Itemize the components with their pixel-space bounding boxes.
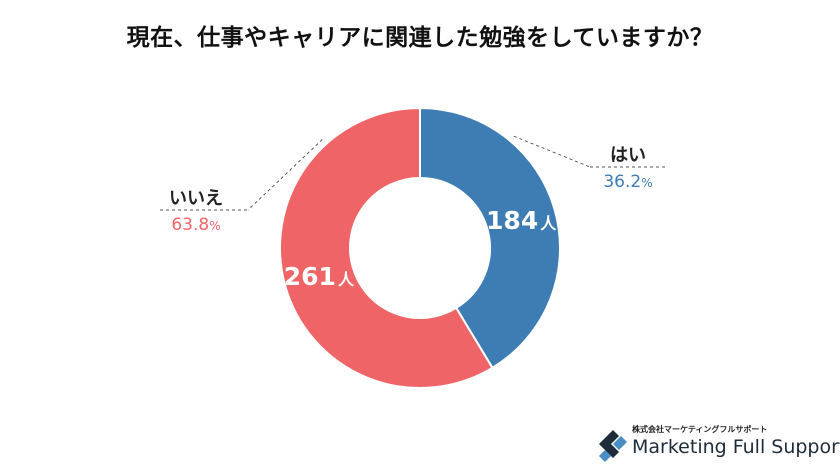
company-name: 株式会社マーケティングフルサポート xyxy=(632,425,768,434)
leader-line-0 xyxy=(513,135,591,168)
category-label-0: はい xyxy=(610,145,646,166)
donut-slice-0 xyxy=(419,106,561,370)
donut-slice-1 xyxy=(279,106,494,389)
category-label-1: いいえ xyxy=(169,188,223,209)
logo-mark-icon xyxy=(599,430,627,462)
brand-name: Marketing Full Support xyxy=(632,436,840,458)
leader-line-1 xyxy=(247,139,323,211)
slice-value-label-1: 261 人 xyxy=(284,262,355,291)
brand-logo: 株式会社マーケティングフルサポート Marketing Full Support xyxy=(596,424,840,464)
slice-value-label-0: 184 人 xyxy=(486,206,557,235)
category-percent-0: 36.2% xyxy=(603,172,652,192)
category-percent-1: 63.8% xyxy=(171,215,220,235)
chart-title: 現在、仕事やキャリアに関連した勉強をしていますか？ xyxy=(126,25,714,51)
